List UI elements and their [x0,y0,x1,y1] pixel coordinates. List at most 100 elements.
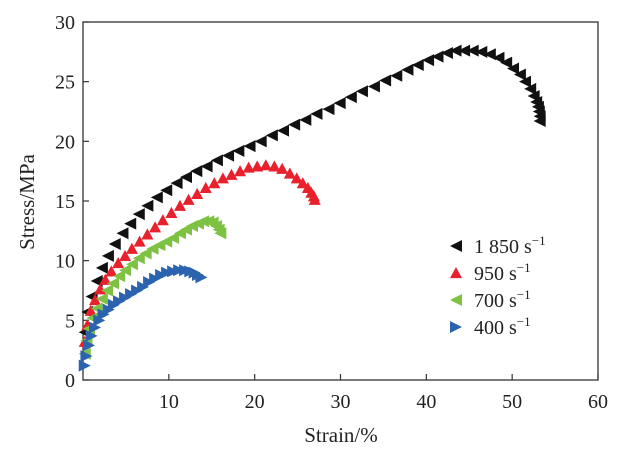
data-point [125,242,138,254]
series-0 [78,44,546,339]
data-point [167,231,180,244]
data-point [173,264,186,277]
legend-label-superscript: −1 [517,287,531,302]
data-point [105,265,118,277]
data-point [288,118,301,131]
data-point [119,291,132,304]
legend-label-text: 1 850 s [474,236,532,258]
data-point [80,350,93,363]
data-point [355,85,368,98]
data-point [94,283,107,295]
data-point [222,149,235,162]
data-point [95,261,108,274]
data-point [173,199,186,211]
x-tick-label: 60 [588,391,608,413]
tick-labels: 10 20 30 40 50 60 0 5 10 15 20 25 30 [55,12,608,413]
data-point [150,191,163,204]
data-point [210,154,223,167]
data-point [165,206,178,219]
data-point [137,280,150,293]
data-point [141,228,154,240]
data-point [243,140,256,153]
data-point [113,270,126,283]
series-2 [78,215,227,360]
data-point [225,168,238,180]
data-point [170,177,183,190]
data-point [141,199,154,212]
data-point [390,69,403,82]
axis-ticks [83,21,599,381]
y-tick-label: 25 [55,72,75,94]
data-point [283,167,296,179]
data-point [431,50,444,63]
y-tick-label: 0 [65,370,75,392]
data-point [214,227,227,240]
data-point [108,237,121,250]
data-point [259,159,272,171]
data-point [483,48,496,61]
data-point [513,68,526,81]
series-1 [78,159,321,347]
data-point [254,135,267,148]
data-point [265,129,278,142]
legend-marker [450,294,462,306]
data-point [299,113,312,126]
data-point [333,97,346,110]
data-point [101,249,114,262]
data-point [251,160,264,172]
data-point [93,314,106,327]
data-point [500,56,513,69]
data-point [125,258,138,271]
data-point [139,247,152,260]
data-point [107,277,120,290]
data-point [290,172,303,184]
y-tick-label: 15 [55,191,75,213]
data-point [119,249,132,261]
x-tick-label: 40 [416,391,436,413]
legend-label-text: 700 s [474,290,517,312]
data-point [296,177,309,189]
series-3 [78,264,208,372]
data-point [268,160,281,172]
data-point [89,294,102,306]
legend-label-text: 950 s [474,263,517,285]
data-point [308,193,321,205]
legend-label-superscript: −1 [517,260,531,275]
data-point [182,193,195,205]
legend-label-superscript: −1 [517,314,531,329]
data-point [101,284,114,297]
data-markers [78,44,546,372]
legend-label: 950 s−1 [474,260,531,285]
data-point [125,288,138,301]
data-point [85,329,98,342]
data-point [149,272,162,285]
data-point [132,208,145,221]
data-point [116,227,129,240]
data-point [492,51,505,64]
data-point [89,321,102,334]
data-point [411,58,424,71]
data-point [143,276,156,289]
data-point [160,184,173,197]
data-point [524,82,537,95]
data-point [440,47,453,60]
data-point [344,91,357,104]
data-point [379,74,392,87]
y-tick-label: 10 [55,251,75,273]
data-point [533,115,546,128]
legend-label: 1 850 s−1 [474,233,546,258]
data-point [232,144,245,157]
data-point [131,284,144,297]
data-point [234,165,247,177]
data-point [458,44,471,57]
y-tick-label: 5 [65,310,75,332]
data-point [78,359,91,372]
data-point [449,44,462,57]
data-point [199,181,212,193]
data-point [208,177,221,189]
legend-label-superscript: −1 [532,233,546,248]
legend-label-text: 400 s [474,317,517,339]
data-point [310,107,323,120]
data-point [466,44,479,57]
